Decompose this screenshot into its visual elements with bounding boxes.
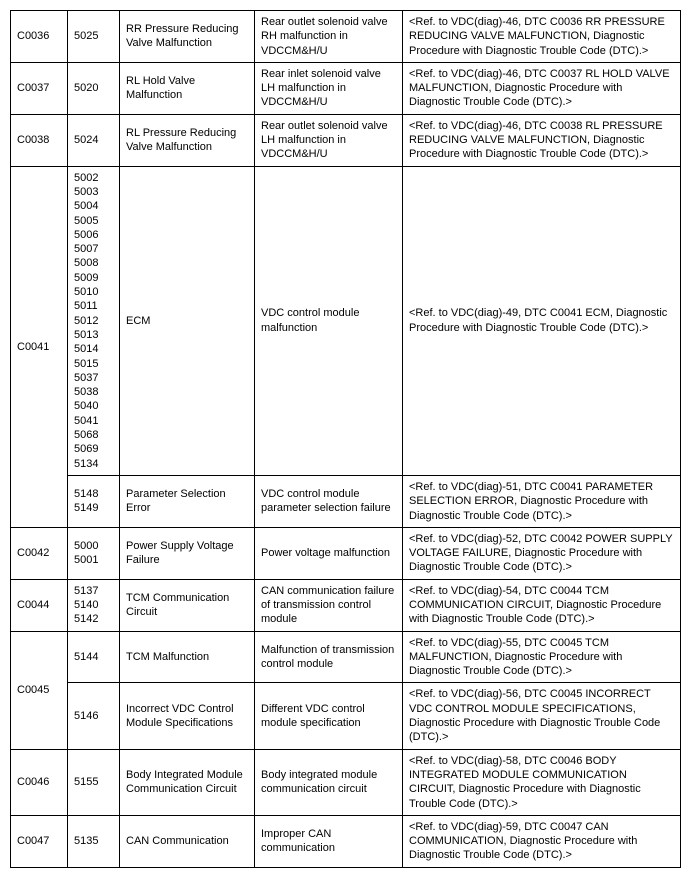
item-cell: Power Supply Voltage Failure [120,527,255,579]
subcode-cell: 5000 5001 [68,527,120,579]
subcode-cell: 5146 [68,683,120,749]
reference-cell: <Ref. to VDC(diag)-46, DTC C0038 RL PRES… [403,114,681,166]
table-row: 5148 5149Parameter Selection ErrorVDC co… [11,475,681,527]
dtc-cell: C0046 [11,749,68,815]
subcode-cell: 5148 5149 [68,475,120,527]
diagnosis-cell: Rear outlet solenoid valve RH malfunctio… [255,11,403,63]
reference-cell: <Ref. to VDC(diag)-49, DTC C0041 ECM, Di… [403,166,681,475]
subcode-cell: 5024 [68,114,120,166]
item-cell: Incorrect VDC Control Module Specificati… [120,683,255,749]
diagnosis-cell: VDC control module parameter selection f… [255,475,403,527]
diagnosis-cell: Rear outlet solenoid valve LH malfunctio… [255,114,403,166]
item-cell: ECM [120,166,255,475]
item-cell: CAN Communication [120,815,255,867]
subcode-cell: 5135 [68,815,120,867]
diagnosis-cell: Malfunction of transmission control modu… [255,631,403,683]
dtc-cell: C0041 [11,166,68,527]
reference-cell: <Ref. to VDC(diag)-56, DTC C0045 INCORRE… [403,683,681,749]
subcode-cell: 5155 [68,749,120,815]
subcode-cell: 5002 5003 5004 5005 5006 5007 5008 5009 … [68,166,120,475]
reference-cell: <Ref. to VDC(diag)-59, DTC C0047 CAN COM… [403,815,681,867]
reference-cell: <Ref. to VDC(diag)-46, DTC C0036 RR PRES… [403,11,681,63]
reference-cell: <Ref. to VDC(diag)-58, DTC C0046 BODY IN… [403,749,681,815]
item-cell: RL Pressure Reducing Valve Malfunction [120,114,255,166]
table-row: C00455144TCM MalfunctionMalfunction of t… [11,631,681,683]
table-row: C00365025RR Pressure Reducing Valve Malf… [11,11,681,63]
table-row: C00385024RL Pressure Reducing Valve Malf… [11,114,681,166]
reference-cell: <Ref. to VDC(diag)-52, DTC C0042 POWER S… [403,527,681,579]
diagnosis-cell: Power voltage malfunction [255,527,403,579]
table-row: C00375020RL Hold Valve MalfunctionRear i… [11,62,681,114]
item-cell: Parameter Selection Error [120,475,255,527]
item-cell: TCM Malfunction [120,631,255,683]
table-row: 5146Incorrect VDC Control Module Specifi… [11,683,681,749]
table-row: C00465155Body Integrated Module Communic… [11,749,681,815]
diagnosis-cell: VDC control module malfunction [255,166,403,475]
table-row: C00445137 5140 5142TCM Communication Cir… [11,579,681,631]
table-row: C00415002 5003 5004 5005 5006 5007 5008 … [11,166,681,475]
reference-cell: <Ref. to VDC(diag)-46, DTC C0037 RL HOLD… [403,62,681,114]
item-cell: TCM Communication Circuit [120,579,255,631]
reference-cell: <Ref. to VDC(diag)-51, DTC C0041 PARAMET… [403,475,681,527]
dtc-cell: C0038 [11,114,68,166]
diagnosis-cell: Different VDC control module specificati… [255,683,403,749]
subcode-cell: 5137 5140 5142 [68,579,120,631]
diagnosis-cell: CAN communication failure of transmissio… [255,579,403,631]
diagnosis-cell: Body integrated module communication cir… [255,749,403,815]
dtc-table-body: C00365025RR Pressure Reducing Valve Malf… [11,11,681,868]
diagnosis-cell: Rear inlet solenoid valve LH malfunction… [255,62,403,114]
item-cell: RR Pressure Reducing Valve Malfunction [120,11,255,63]
diagnosis-cell: Improper CAN communication [255,815,403,867]
dtc-cell: C0044 [11,579,68,631]
item-cell: Body Integrated Module Communication Cir… [120,749,255,815]
reference-cell: <Ref. to VDC(diag)-55, DTC C0045 TCM MAL… [403,631,681,683]
dtc-cell: C0045 [11,631,68,749]
dtc-table: C00365025RR Pressure Reducing Valve Malf… [10,10,681,868]
dtc-cell: C0047 [11,815,68,867]
subcode-cell: 5020 [68,62,120,114]
dtc-cell: C0037 [11,62,68,114]
table-row: C00425000 5001Power Supply Voltage Failu… [11,527,681,579]
reference-cell: <Ref. to VDC(diag)-54, DTC C0044 TCM COM… [403,579,681,631]
table-row: C00475135CAN CommunicationImproper CAN c… [11,815,681,867]
subcode-cell: 5144 [68,631,120,683]
dtc-cell: C0042 [11,527,68,579]
item-cell: RL Hold Valve Malfunction [120,62,255,114]
dtc-cell: C0036 [11,11,68,63]
subcode-cell: 5025 [68,11,120,63]
